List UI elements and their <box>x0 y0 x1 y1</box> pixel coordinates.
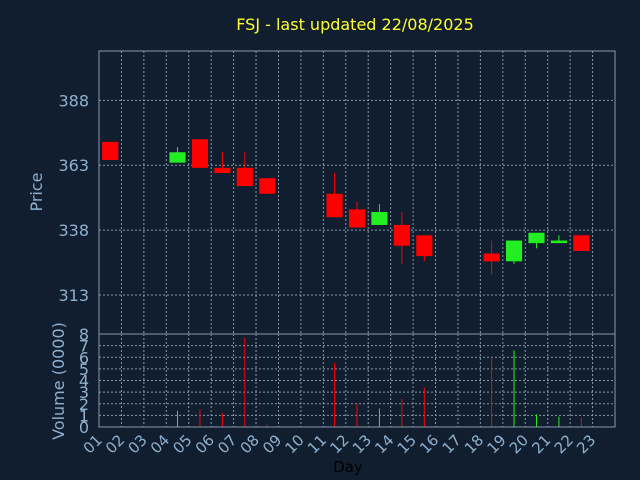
candle-body <box>214 167 231 174</box>
candle-body <box>236 167 253 187</box>
candle-body <box>528 232 545 244</box>
volume-tick-label: 5 <box>79 360 89 379</box>
candle-body <box>393 224 410 246</box>
price-panel: 313 338 363 388 <box>58 50 616 335</box>
volume-tick-label: 6 <box>79 348 89 367</box>
candle-body <box>573 235 590 251</box>
chart-title: FSJ - last updated 22/08/2025 <box>236 15 474 34</box>
candle-body <box>348 209 366 228</box>
volume-tick-label: 4 <box>79 372 89 391</box>
price-tick-label: 338 <box>58 221 89 240</box>
volume-tick-label: 1 <box>79 406 89 425</box>
volume-frame <box>98 333 616 428</box>
candle-body <box>550 240 567 244</box>
price-tick-label: 388 <box>58 91 89 110</box>
price-axis-label: Price <box>27 172 46 211</box>
volume-tick-label: 0 <box>79 418 89 437</box>
candle-body <box>416 235 433 257</box>
price-frame <box>98 50 616 335</box>
volume-tick-label: 3 <box>79 383 89 402</box>
candle-body <box>505 240 523 262</box>
candle-body <box>371 211 388 225</box>
x-axis-label: Day <box>333 458 363 476</box>
price-tick-label: 313 <box>58 286 89 305</box>
volume-tick-label: 8 <box>79 325 89 344</box>
volume-tick-label: 2 <box>79 395 89 414</box>
x-axis: 0102030405060708091011121314151617181920… <box>80 431 600 457</box>
x-tick-label: 23 <box>573 431 599 457</box>
volume-tick-label: 7 <box>79 337 89 356</box>
price-tick-label: 363 <box>58 156 89 175</box>
candle-body <box>169 152 186 163</box>
candle-body <box>326 193 343 218</box>
candle-body <box>259 178 276 194</box>
candle-body <box>102 141 119 161</box>
volume-axis-label: Volume (0000) <box>49 322 68 440</box>
candle-body <box>483 253 500 262</box>
candle-body <box>191 139 209 168</box>
